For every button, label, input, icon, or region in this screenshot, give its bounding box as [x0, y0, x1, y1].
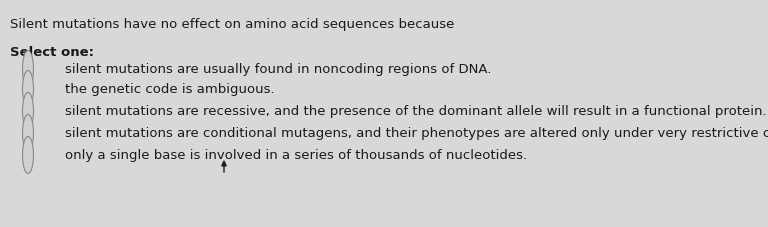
Text: silent mutations are recessive, and the presence of the dominant allele will res: silent mutations are recessive, and the …	[65, 105, 766, 118]
Ellipse shape	[22, 115, 34, 152]
Text: only a single base is involved in a series of thousands of nucleotides.: only a single base is involved in a seri…	[65, 149, 527, 162]
Text: silent mutations are conditional mutagens, and their phenotypes are altered only: silent mutations are conditional mutagen…	[65, 127, 768, 140]
Text: silent mutations are usually found in noncoding regions of DNA.: silent mutations are usually found in no…	[65, 63, 492, 76]
Text: the genetic code is ambiguous.: the genetic code is ambiguous.	[65, 83, 275, 96]
Ellipse shape	[22, 137, 34, 174]
Text: Silent mutations have no effect on amino acid sequences because: Silent mutations have no effect on amino…	[10, 18, 455, 31]
Ellipse shape	[22, 93, 34, 130]
Ellipse shape	[22, 71, 34, 108]
Text: Select one:: Select one:	[10, 46, 94, 59]
Ellipse shape	[22, 51, 34, 88]
